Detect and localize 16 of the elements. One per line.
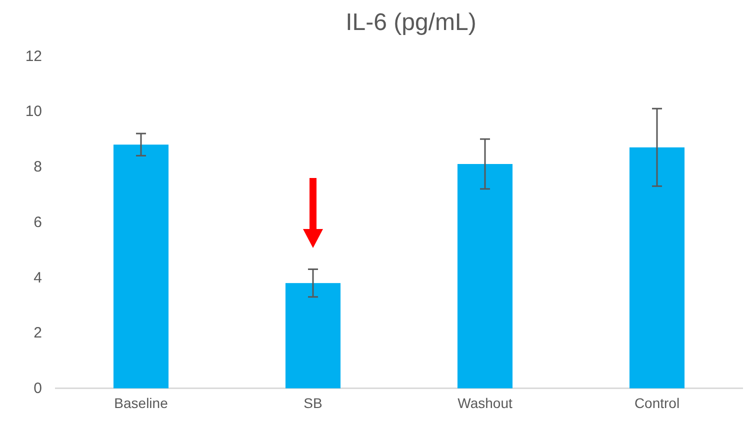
- x-tick-label: Control: [634, 395, 680, 412]
- y-tick-label: 4: [34, 269, 42, 286]
- bar: [457, 164, 513, 388]
- y-tick-label: 2: [34, 324, 42, 342]
- x-tick-label: Baseline: [114, 395, 168, 412]
- y-tick-label: 0: [34, 380, 42, 398]
- x-tick-label: Washout: [458, 395, 512, 412]
- y-tick-label: 10: [25, 103, 42, 120]
- chart-title: IL-6 (pg/mL): [346, 9, 476, 36]
- bar: [285, 283, 341, 388]
- bar: [629, 147, 685, 388]
- y-tick-label: 12: [25, 48, 42, 65]
- y-tick-label: 6: [34, 214, 42, 231]
- x-tick-label: SB: [304, 395, 322, 412]
- bar: [113, 144, 169, 388]
- y-tick-label: 8: [34, 158, 42, 176]
